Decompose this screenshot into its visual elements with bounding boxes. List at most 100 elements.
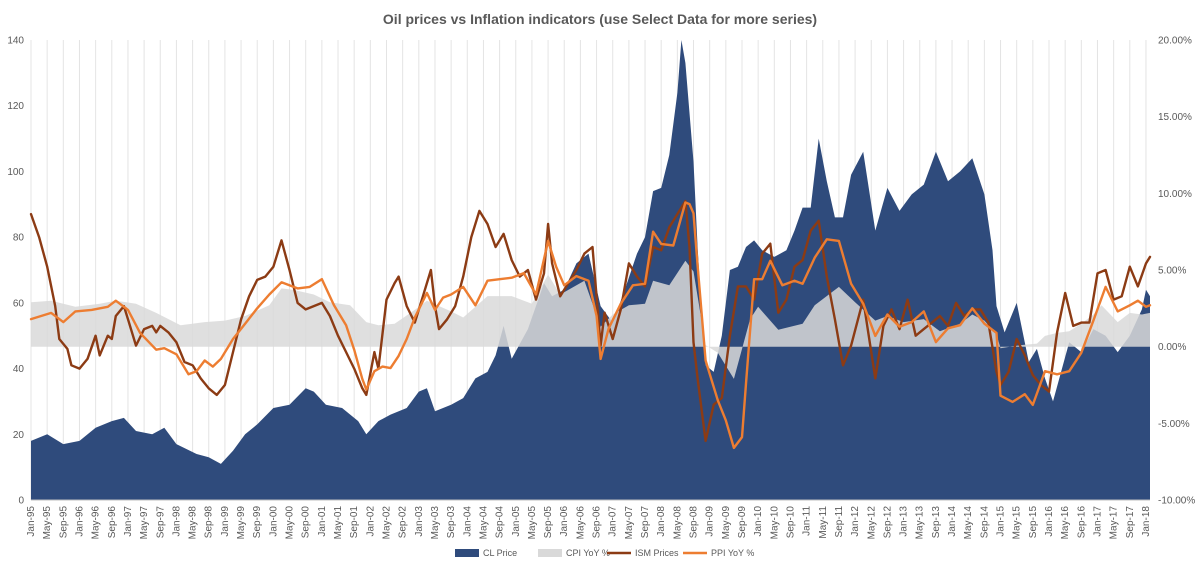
legend-label: PPI YoY % [711, 548, 754, 558]
series-area-cl-price [31, 40, 1150, 500]
x-tick-label: Sep-16 [1076, 506, 1087, 539]
x-tick-label: Jan-03 [414, 506, 425, 537]
x-tick-label: Jan-18 [1141, 506, 1152, 537]
x-tick-label: Jan-08 [656, 506, 667, 537]
y-right-tick-label: 0.00% [1158, 342, 1186, 353]
y-right-tick-label: -5.00% [1158, 419, 1190, 430]
x-tick-label: Sep-17 [1125, 506, 1136, 539]
y-right-tick-label: -10.00% [1158, 496, 1195, 507]
x-tick-label: May-03 [430, 506, 441, 540]
y-right-tick-label: 5.00% [1158, 266, 1186, 277]
x-tick-label: May-10 [769, 506, 780, 540]
x-tick-label: May-09 [721, 506, 732, 540]
y-left-tick-label: 0 [18, 496, 24, 507]
x-tick-label: May-15 [1012, 506, 1023, 540]
x-tick-label: Jan-05 [511, 506, 522, 537]
chart-title: Oil prices vs Inflation indicators (use … [383, 11, 817, 27]
x-tick-label: Sep-96 [107, 506, 118, 539]
x-tick-label: Jan-16 [1044, 506, 1055, 537]
x-tick-label: Sep-05 [543, 506, 554, 539]
axes: 0 20 40 60 80 100 120 140 -10.00% -5.00% 0.00% 5.00… [7, 36, 1195, 540]
y-right-tick-label: 10.00% [1158, 189, 1192, 200]
y-left-tick-label: 60 [13, 298, 25, 309]
x-tick-label: Sep-10 [786, 506, 797, 539]
x-tick-label: Sep-12 [882, 506, 893, 539]
x-tick-label: Jan-11 [802, 506, 813, 536]
x-tick-label: Sep-11 [834, 506, 845, 538]
x-tick-label: May-00 [285, 506, 296, 540]
y-left-tick-label: 40 [13, 364, 25, 375]
x-tick-label: May-17 [1109, 506, 1120, 540]
x-tick-label: Jan-06 [559, 506, 570, 537]
x-tick-label: Jan-09 [705, 506, 716, 537]
line-series [29, 199, 1152, 450]
series-area-cpi-yoy- [31, 260, 1150, 379]
x-tick-label: May-08 [672, 506, 683, 540]
legend-swatch [455, 549, 479, 557]
x-tick-label: May-13 [915, 506, 926, 540]
x-tick-label: May-01 [333, 506, 344, 540]
x-tick-label: May-98 [188, 506, 199, 540]
x-tick-label: Sep-00 [301, 506, 312, 539]
x-tick-label: Sep-14 [979, 506, 990, 539]
x-tick-label: Sep-15 [1028, 506, 1039, 539]
x-tick-label: Jan-98 [171, 506, 182, 537]
x-tick-label: May-99 [236, 506, 247, 540]
x-tick-label: Sep-01 [349, 506, 360, 539]
x-tick-label: Jan-13 [899, 506, 910, 537]
x-tick-label: May-11 [818, 506, 829, 539]
x-tick-label: Sep-97 [155, 506, 166, 539]
x-tick-label: Jan-97 [123, 506, 134, 537]
x-tick-label: May-12 [866, 506, 877, 540]
x-tick-label: Jan-96 [75, 506, 86, 537]
x-tick-label: May-04 [478, 506, 489, 540]
x-tick-label: Jan-07 [608, 506, 619, 537]
y-right-tick-label: 20.00% [1158, 36, 1192, 47]
x-tick-label: Jan-04 [462, 506, 473, 537]
x-tick-label: May-95 [42, 506, 53, 540]
x-tick-label: May-96 [91, 506, 102, 540]
x-tick-label: Sep-06 [592, 506, 603, 539]
x-tick-label: Jan-00 [268, 506, 279, 537]
x-tick-label: May-06 [575, 506, 586, 540]
y-left-tick-label: 80 [13, 233, 25, 244]
x-tick-label: Jan-99 [220, 506, 231, 537]
x-tick-label: Sep-04 [495, 506, 506, 539]
x-tick-label: Jan-01 [317, 506, 328, 537]
series-line-ppi-yoy- [29, 201, 1152, 450]
legend-label: CL Price [483, 548, 517, 558]
x-tick-label: Jan-02 [365, 506, 376, 537]
x-tick-label: Jan-95 [26, 506, 37, 537]
y-left-tick-label: 100 [7, 167, 24, 178]
x-tick-label: Jan-12 [850, 506, 861, 537]
x-tick-label: Sep-98 [204, 506, 215, 539]
x-tick-label: Jan-15 [996, 506, 1007, 537]
x-tick-label: Jan-14 [947, 506, 958, 537]
x-tick-label: Sep-95 [58, 506, 69, 539]
y-left-tick-label: 140 [7, 36, 24, 47]
x-tick-label: May-14 [963, 506, 974, 540]
legend-label: CPI YoY % [566, 548, 610, 558]
x-tick-label: Jan-10 [753, 506, 764, 537]
x-tick-label: May-05 [527, 506, 538, 540]
x-tick-label: Sep-02 [398, 506, 409, 539]
legend: CL Price CPI YoY % ISM Prices PPI YoY % [455, 548, 754, 558]
y-left-tick-label: 120 [7, 101, 24, 112]
x-tick-label: May-97 [139, 506, 150, 540]
x-tick-label: Sep-09 [737, 506, 748, 539]
y-left-tick-label: 20 [13, 430, 25, 441]
legend-swatch [538, 549, 562, 557]
x-tick-label: Sep-03 [446, 506, 457, 539]
x-tick-label: Sep-07 [640, 506, 651, 539]
legend-label: ISM Prices [635, 548, 679, 558]
area-series [31, 40, 1150, 500]
x-tick-label: Sep-99 [252, 506, 263, 539]
x-tick-label: May-16 [1060, 506, 1071, 540]
x-tick-label: May-07 [624, 506, 635, 540]
x-tick-label: Sep-08 [689, 506, 700, 539]
y-right-tick-label: 15.00% [1158, 112, 1192, 123]
x-tick-label: Sep-13 [931, 506, 942, 539]
x-tick-label: May-02 [382, 506, 393, 540]
x-tick-label: Jan-17 [1093, 506, 1104, 537]
